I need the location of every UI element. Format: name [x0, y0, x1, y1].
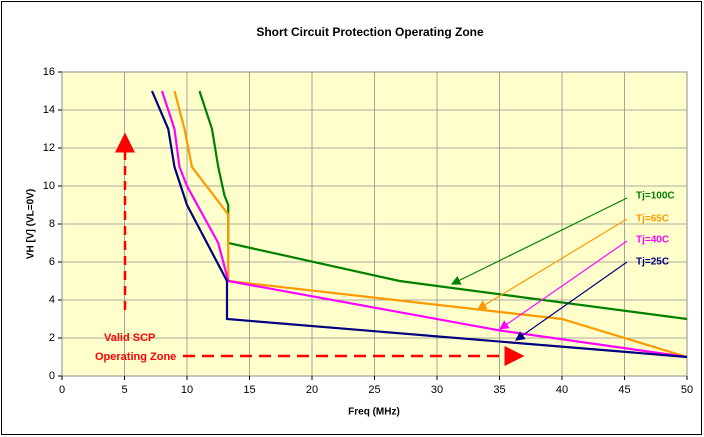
- x-axis-label: Freq (MHz): [348, 407, 400, 418]
- series-label: Tj=25C: [636, 257, 669, 268]
- x-tick-label: 10: [181, 384, 193, 396]
- arrow: [476, 218, 628, 310]
- x-tick-label: 5: [121, 384, 127, 396]
- series-label: Tj=40C: [636, 235, 669, 246]
- series-line: [160, 90, 688, 359]
- y-tick-label: 12: [43, 142, 55, 154]
- series-label: Tj=100C: [636, 191, 675, 202]
- chart-title: Short Circuit Protection Operating Zone: [256, 25, 484, 39]
- annotation: Operating Zone: [95, 351, 176, 363]
- y-axis-label: VH [V] (VL=0V): [26, 189, 37, 259]
- x-tick-label: 50: [681, 384, 693, 396]
- arrow: [515, 261, 628, 341]
- arrow: [499, 240, 628, 330]
- y-tick-label: 16: [43, 66, 55, 78]
- grid: [58, 71, 688, 380]
- x-tick-label: 35: [493, 384, 505, 396]
- series-line: [150, 90, 688, 359]
- series-line: [173, 90, 688, 359]
- x-tick-label: 0: [59, 384, 65, 396]
- series-label: Tj=65C: [636, 214, 669, 225]
- x-tick-label: 30: [431, 384, 443, 396]
- y-tick-label: 6: [49, 256, 55, 268]
- y-tick-label: 8: [49, 218, 55, 230]
- x-tick-label: 40: [556, 384, 568, 396]
- arrow: [450, 197, 628, 285]
- x-tick-label: 45: [618, 384, 630, 396]
- y-tick-label: 14: [43, 104, 55, 116]
- y-tick-label: 4: [49, 294, 55, 306]
- x-tick-label: 25: [368, 384, 380, 396]
- lines: [150, 90, 688, 359]
- y-tick-label: 0: [49, 370, 55, 382]
- x-tick-label: 20: [306, 384, 318, 396]
- x-tick-label: 15: [243, 384, 255, 396]
- annotation: Valid SCP: [104, 332, 155, 344]
- y-tick-label: 2: [49, 332, 55, 344]
- y-tick-label: 10: [43, 180, 55, 192]
- series-line: [198, 90, 688, 321]
